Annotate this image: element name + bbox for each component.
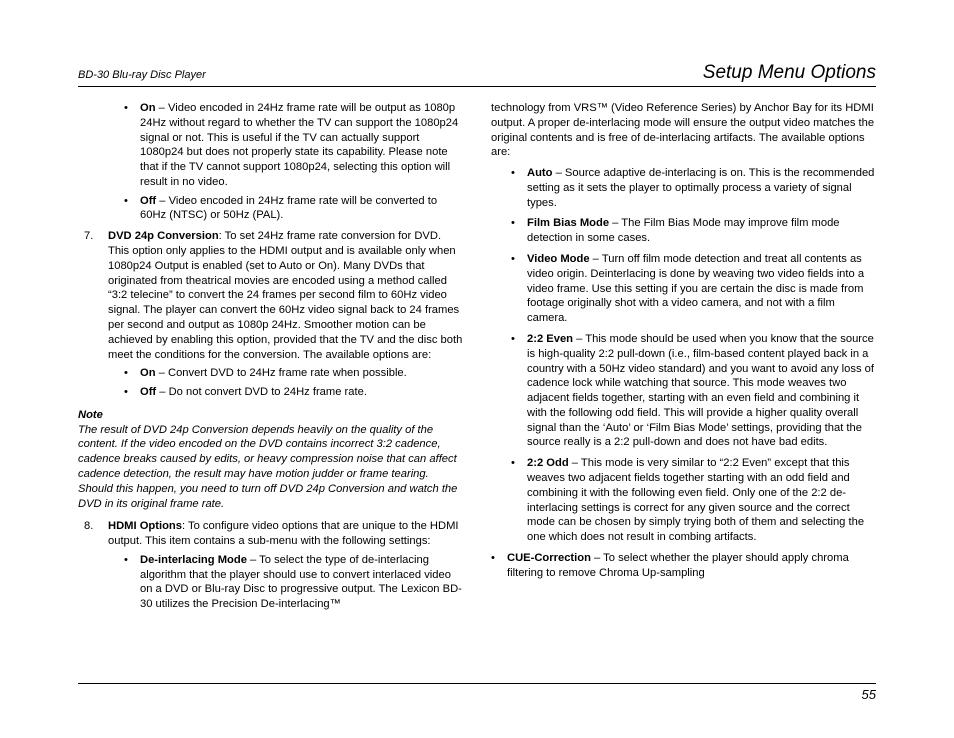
option-text: – Source adaptive de-interlacing is on. …: [527, 167, 874, 209]
page-header: BD-30 Blu-ray Disc Player Setup Menu Opt…: [78, 62, 876, 87]
option-label: Film Bias Mode: [527, 217, 609, 229]
list-item: De-interlacing Mode – To select the type…: [124, 553, 463, 612]
numbered-list: 7. DVD 24p Conversion: To set 24Hz frame…: [78, 229, 463, 400]
option-text: – Convert DVD to 24Hz frame rate when po…: [156, 367, 407, 379]
item-text: : To set 24Hz frame rate conversion for …: [108, 230, 462, 360]
item-label: DVD 24p Conversion: [108, 230, 219, 242]
option-text: – This mode is very similar to “2:2 Even…: [527, 457, 864, 543]
page-number: 55: [862, 687, 876, 702]
option-label: De-interlacing Mode: [140, 554, 247, 566]
numbered-item-7: 7. DVD 24p Conversion: To set 24Hz frame…: [78, 229, 463, 400]
option-text: – This mode should be used when you know…: [527, 333, 874, 448]
note-heading: Note: [78, 408, 463, 423]
note-body: The result of DVD 24p Conversion depends…: [78, 423, 463, 512]
option-label: On: [140, 102, 156, 114]
list-item: On – Convert DVD to 24Hz frame rate when…: [124, 366, 463, 381]
top-bullet-list: On – Video encoded in 24Hz frame rate wi…: [124, 101, 463, 223]
header-section: Setup Menu Options: [703, 62, 876, 84]
sub-list: On – Convert DVD to 24Hz frame rate when…: [124, 366, 463, 400]
lead-paragraph: technology from VRS™ (Video Reference Se…: [491, 101, 876, 160]
sub-list: De-interlacing Mode – To select the type…: [124, 553, 463, 612]
body-columns: On – Video encoded in 24Hz frame rate wi…: [78, 101, 876, 618]
option-label: On: [140, 367, 156, 379]
column-left: On – Video encoded in 24Hz frame rate wi…: [78, 101, 463, 618]
option-label: 2:2 Even: [527, 333, 573, 345]
option-text: – Do not convert DVD to 24Hz frame rate.: [156, 386, 367, 398]
list-item: CUE-Correction – To select whether the p…: [491, 551, 876, 581]
numbered-list-2: 8. HDMI Options: To configure video opti…: [78, 519, 463, 612]
list-item: Film Bias Mode – The Film Bias Mode may …: [511, 216, 876, 246]
page-footer: 55: [78, 683, 876, 702]
option-label: Video Mode: [527, 253, 590, 265]
item-number: 8.: [84, 519, 93, 534]
option-text: – Video encoded in 24Hz frame rate will …: [140, 195, 437, 222]
item-number: 7.: [84, 229, 93, 244]
list-item: 2:2 Odd – This mode is very similar to “…: [511, 456, 876, 545]
option-label: Off: [140, 195, 156, 207]
column-right: technology from VRS™ (Video Reference Se…: [491, 101, 876, 618]
list-item: 2:2 Even – This mode should be used when…: [511, 332, 876, 450]
options-list: Auto – Source adaptive de-interlacing is…: [511, 166, 876, 545]
list-item: Video Mode – Turn off film mode detectio…: [511, 252, 876, 326]
list-item: Off – Video encoded in 24Hz frame rate w…: [124, 194, 463, 224]
item-label: HDMI Options: [108, 520, 182, 532]
outer-list: CUE-Correction – To select whether the p…: [491, 551, 876, 581]
list-item: On – Video encoded in 24Hz frame rate wi…: [124, 101, 463, 190]
option-label: Off: [140, 386, 156, 398]
header-product: BD-30 Blu-ray Disc Player: [78, 69, 206, 81]
numbered-item-8: 8. HDMI Options: To configure video opti…: [78, 519, 463, 612]
option-text: – Video encoded in 24Hz frame rate will …: [140, 102, 458, 188]
option-label: CUE-Correction: [507, 552, 591, 564]
option-label: Auto: [527, 167, 552, 179]
list-item: Auto – Source adaptive de-interlacing is…: [511, 166, 876, 210]
list-item: Off – Do not convert DVD to 24Hz frame r…: [124, 385, 463, 400]
option-label: 2:2 Odd: [527, 457, 569, 469]
